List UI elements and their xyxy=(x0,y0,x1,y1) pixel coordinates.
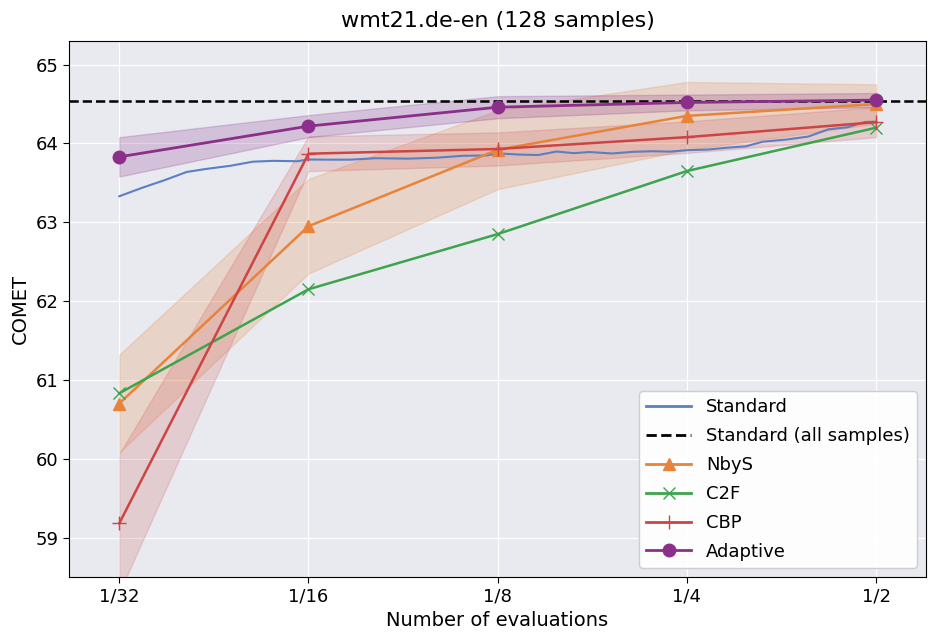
Legend: Standard, Standard (all samples), NbyS, C2F, CBP, Adaptive: Standard, Standard (all samples), NbyS, … xyxy=(638,391,916,568)
X-axis label: Number of evaluations: Number of evaluations xyxy=(386,611,607,630)
Title: wmt21.de-en (128 samples): wmt21.de-en (128 samples) xyxy=(340,11,653,31)
Y-axis label: COMET: COMET xyxy=(11,274,30,344)
